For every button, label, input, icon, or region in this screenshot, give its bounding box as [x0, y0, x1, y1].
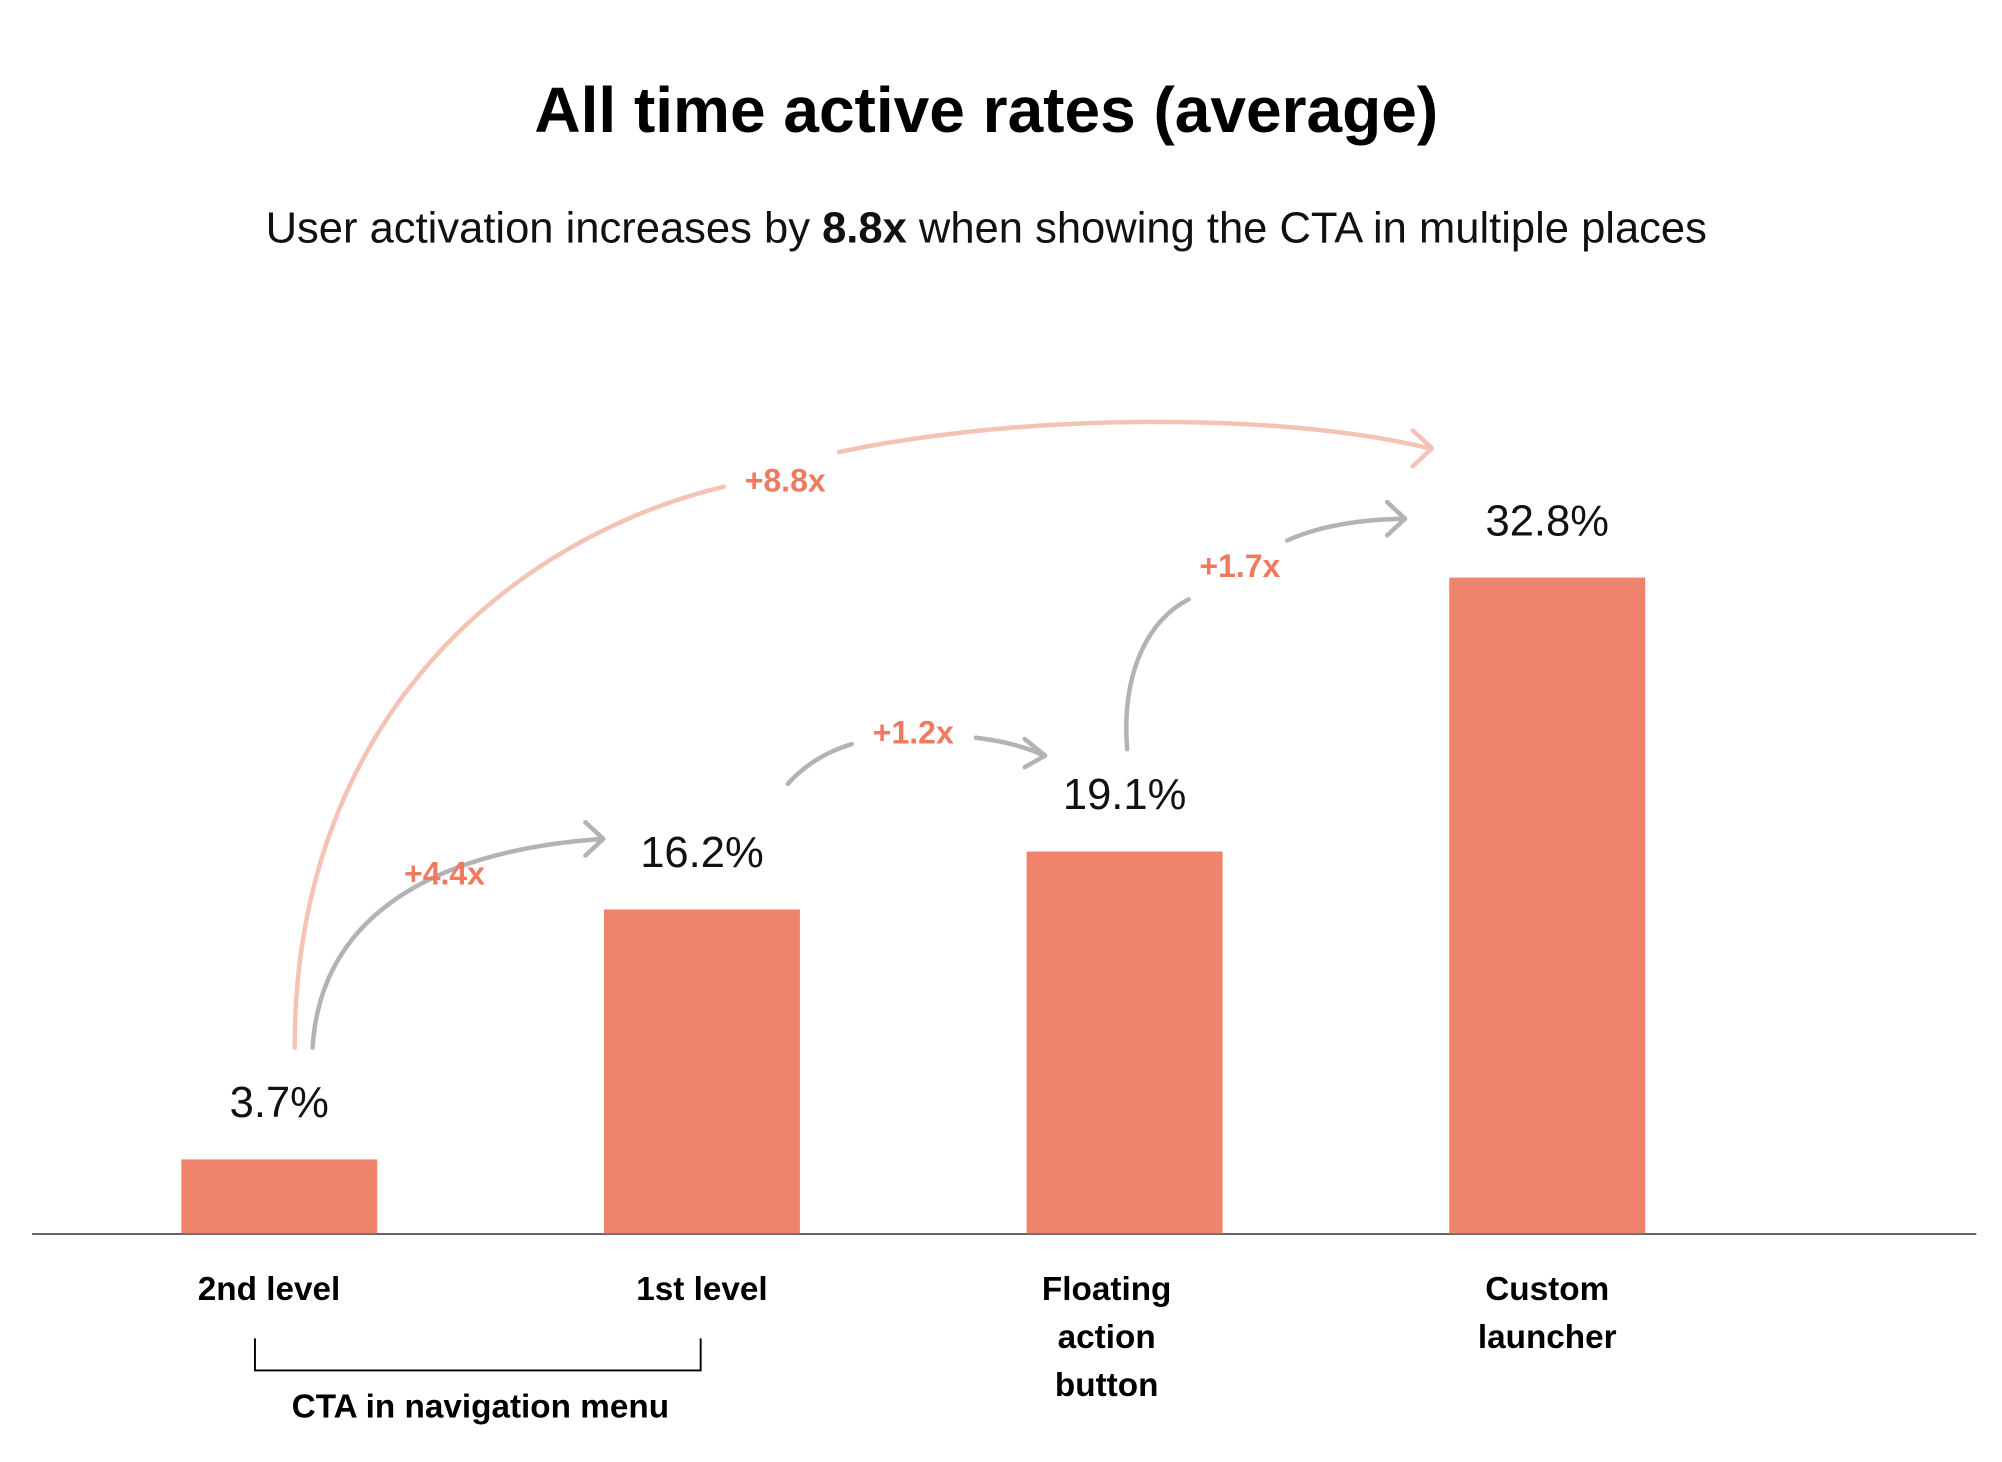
subtitle-part: User activation increases by	[266, 204, 822, 252]
subtitle-emphasis: 8.8x	[822, 204, 907, 252]
step-label: +1.2x	[873, 715, 954, 751]
step-arrow	[310, 820, 606, 1050]
group-bracket	[253, 1338, 702, 1372]
step-label: +1.7x	[1199, 548, 1280, 584]
overall-label: +8.8x	[745, 462, 826, 498]
x-tick-label: button	[1055, 1367, 1159, 1404]
bar	[603, 909, 800, 1234]
overall-arrow	[836, 419, 1435, 469]
value-label: 19.1%	[1063, 771, 1186, 819]
value-label: 3.7%	[230, 1079, 329, 1127]
x-tick-label: Floating	[1042, 1271, 1171, 1308]
bar	[181, 1159, 378, 1234]
chart-title: All time active rates (average)	[534, 74, 1438, 146]
x-tick-label: action	[1058, 1319, 1156, 1356]
x-tick-label: 2nd level	[198, 1271, 341, 1308]
value-label: 32.8%	[1486, 497, 1609, 545]
x-tick-label: 1st level	[636, 1271, 767, 1308]
bar	[1026, 851, 1223, 1234]
group-label: CTA in navigation menu	[292, 1389, 669, 1426]
subtitle-part: when showing the CTA in multiple places	[907, 204, 1707, 252]
chart-subtitle: User activation increases by 8.8x when s…	[266, 204, 1707, 252]
bar	[1449, 577, 1646, 1234]
x-tick-label: Custom	[1485, 1271, 1609, 1308]
overall-arrow	[292, 484, 726, 1050]
value-label: 16.2%	[640, 829, 763, 877]
step-label: +4.4x	[404, 856, 485, 892]
step-arrow	[1124, 499, 1408, 752]
x-tick-label: launcher	[1478, 1319, 1617, 1356]
step-arrow	[785, 735, 1048, 787]
